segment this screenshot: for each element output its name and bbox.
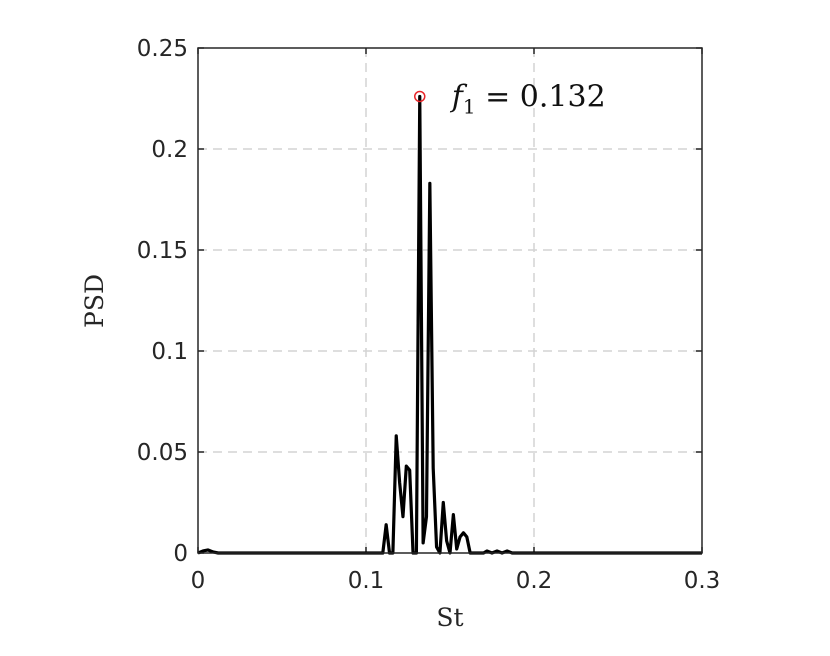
- annotation-group: f1 = 0.132: [414, 79, 606, 118]
- y-tick-label: 0.15: [137, 238, 188, 264]
- series-group: [197, 94, 702, 555]
- x-tick-label: 0.2: [516, 568, 553, 594]
- x-tick-label: 0: [191, 568, 206, 594]
- y-tick-label: 0.1: [151, 339, 188, 365]
- peak-marker: [414, 90, 426, 103]
- axis-ticks: 0 0.1 0.2 0.3 0 0.05 0.1 0.15 0.2 0.25: [137, 36, 721, 594]
- axes-frame: [197, 47, 703, 554]
- x-tick-label: 0.1: [348, 568, 385, 594]
- y-tick-label: 0.2: [151, 137, 188, 163]
- y-tick-label: 0.25: [137, 36, 188, 62]
- psd-series-line: [197, 94, 702, 555]
- y-tick-label: 0: [173, 541, 188, 567]
- x-axis-label: St: [436, 603, 463, 632]
- y-axis-label: PSD: [80, 274, 109, 328]
- x-tick-label: 0.3: [684, 568, 721, 594]
- peak-annotation: f1 = 0.132: [450, 79, 606, 118]
- grid-lines: [198, 48, 702, 553]
- y-tick-label: 0.05: [137, 440, 188, 466]
